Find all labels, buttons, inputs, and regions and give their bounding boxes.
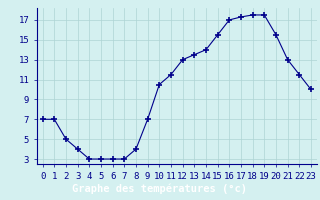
Text: Graphe des températures (°c): Graphe des températures (°c) bbox=[73, 183, 247, 194]
